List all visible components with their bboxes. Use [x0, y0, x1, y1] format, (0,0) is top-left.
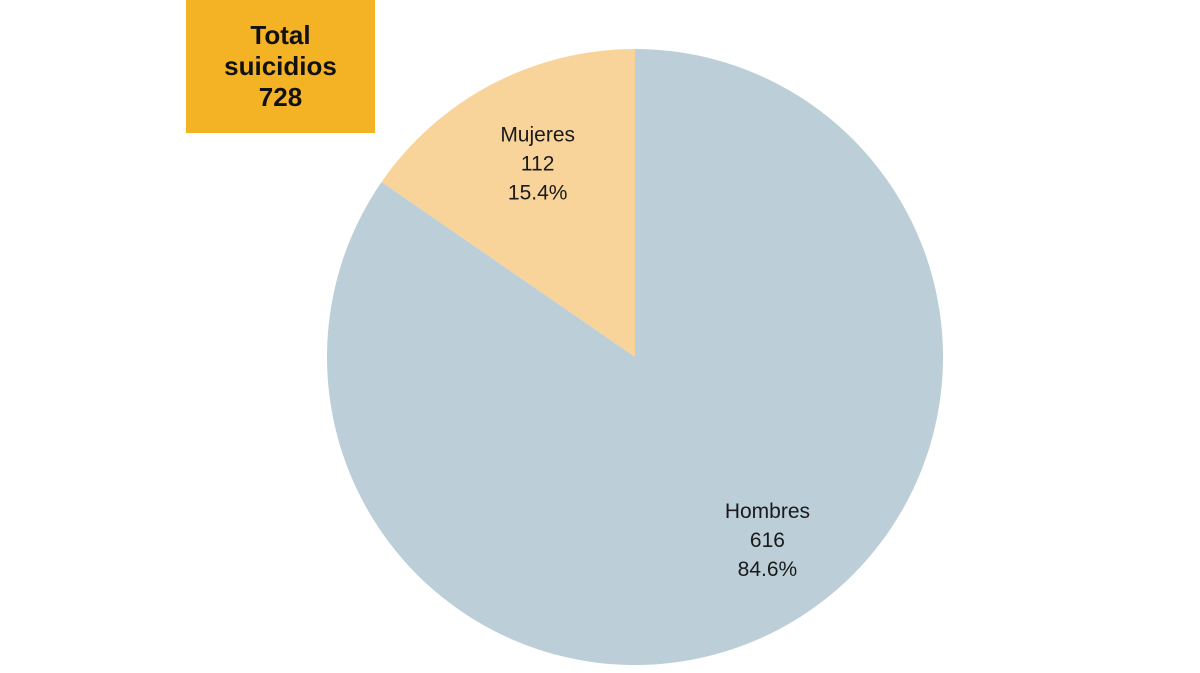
pie-labels: Mujeres 112 15.4% Hombres 616 84.6% — [500, 124, 810, 581]
slice-value-mujeres: 112 — [521, 153, 554, 176]
total-box-value: 728 — [258, 82, 303, 112]
slice-percent-mujeres: 15.4% — [508, 182, 568, 205]
total-box-line2: suicidios — [224, 51, 337, 81]
pie-slice-mujeres — [381, 49, 635, 357]
slice-label-hombres: Hombres — [725, 500, 810, 523]
pie-slices — [327, 49, 943, 665]
pie-slice-hombres — [327, 49, 943, 665]
slice-label-mujeres: Mujeres — [500, 124, 575, 147]
total-suicides-box: Total suicidios 728 — [186, 0, 375, 133]
slice-value-hombres: 616 — [750, 529, 785, 552]
slice-percent-hombres: 84.6% — [738, 558, 798, 581]
total-box-line1: Total — [250, 20, 311, 50]
